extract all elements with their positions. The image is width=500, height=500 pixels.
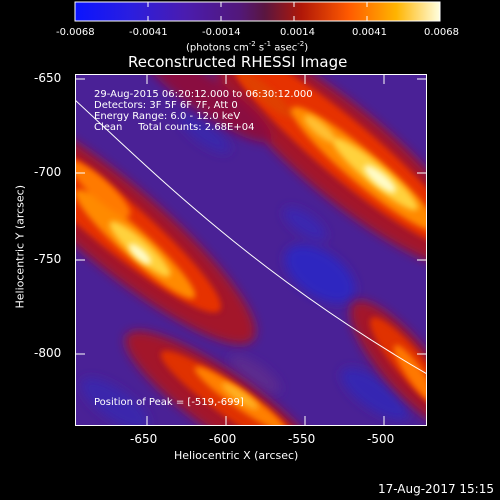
y-tick-label: -700 [34,165,62,179]
x-tick-label: -600 [209,432,237,446]
colorbar-gradient [74,1,441,22]
info-energy-range: Energy Range: 6.0 - 12.0 keV [94,111,241,122]
rhessi-image [75,74,427,426]
timestamp: 17-Aug-2017 15:15 [377,482,494,496]
colorbar-tick-label: -0.0041 [129,27,168,38]
colorbar-units: (photons cm-2 s-1 asec-2) [186,40,309,54]
colorbar [74,1,441,22]
colorbar-tick-label: -0.0068 [56,27,95,38]
x-tick-label: -500 [367,432,395,446]
plot-frame [75,74,427,426]
axis-ticks [75,74,427,426]
x-tick-label: -550 [288,432,316,446]
solar-limb-line [75,99,427,375]
info-time-range: 29-Aug-2015 06:20:12.000 to 06:30:12.000 [94,89,313,100]
colorbar-tick-label: 0.0068 [424,27,459,38]
background-structure [81,114,409,426]
y-axis-label: Heliocentric Y (arcsec) [13,184,27,309]
y-tick-label: -650 [34,71,62,85]
colorbar-ticks [74,2,441,21]
info-clean-counts: Clean Total counts: 2.68E+04 [94,122,255,133]
info-peak-position: Position of Peak = [-519,-699] [94,397,244,408]
x-axis-label: Heliocentric X (arcsec) [174,449,299,462]
y-tick-label: -800 [34,346,62,360]
colorbar-tick-label: -0.0014 [202,27,241,38]
colorbar-tick-label: 0.0041 [352,27,387,38]
x-tick-label: -650 [130,432,158,446]
info-detectors: Detectors: 3F 5F 6F 7F, Att 0 [94,100,238,111]
plot-title: Reconstructed RHESSI Image [128,53,348,71]
colorbar-tick-label: 0.0014 [280,27,315,38]
y-tick-label: -750 [34,252,62,266]
